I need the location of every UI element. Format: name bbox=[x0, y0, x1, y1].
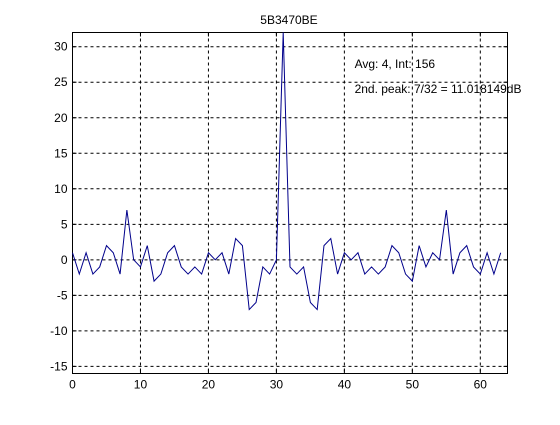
y-tick-label: -15 bbox=[50, 359, 68, 373]
y-tick-label: 5 bbox=[61, 217, 68, 231]
y-tick-label: 20 bbox=[54, 111, 68, 125]
x-tick-label: 0 bbox=[69, 378, 76, 392]
x-tick-label: 40 bbox=[338, 378, 352, 392]
grid-layer bbox=[72, 32, 508, 374]
tick-layer: 0 10 20 30 40 50 60 -15 -10 -5 0 5 10 15 20 25 30 bbox=[50, 32, 508, 392]
annotation-avg-int: Avg: 4, Int: 156 bbox=[355, 57, 436, 71]
y-tick-label: 25 bbox=[54, 75, 68, 89]
x-tick-label: 20 bbox=[202, 378, 216, 392]
y-tick-label: -5 bbox=[57, 288, 68, 302]
series-layer bbox=[72, 32, 502, 311]
x-tick-label: 10 bbox=[134, 378, 148, 392]
series-line bbox=[72, 32, 502, 311]
y-tick-label: -10 bbox=[50, 324, 68, 338]
plot-frame bbox=[72, 32, 508, 374]
chart-title: 5B3470BE bbox=[260, 13, 317, 27]
x-tick-label: 50 bbox=[406, 378, 420, 392]
x-tick-label: 30 bbox=[270, 378, 284, 392]
y-tick-label: 10 bbox=[54, 182, 68, 196]
y-tick-label: 15 bbox=[54, 146, 68, 160]
y-tick-label: 30 bbox=[54, 40, 68, 54]
y-tick-label: 0 bbox=[61, 253, 68, 267]
annotation-second-peak: 2nd. peak: 7/32 = 11.018149dB bbox=[355, 82, 522, 96]
x-tick-label: 60 bbox=[474, 378, 488, 392]
